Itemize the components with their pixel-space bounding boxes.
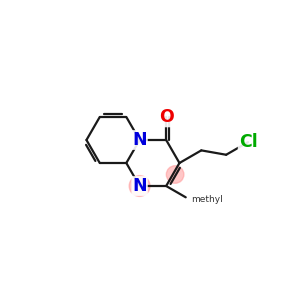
Circle shape — [129, 176, 150, 197]
Text: methyl: methyl — [191, 195, 223, 204]
Text: O: O — [159, 108, 173, 126]
Text: Cl: Cl — [238, 133, 257, 151]
Text: N: N — [132, 131, 147, 149]
Text: N: N — [132, 177, 147, 195]
Circle shape — [166, 166, 184, 183]
